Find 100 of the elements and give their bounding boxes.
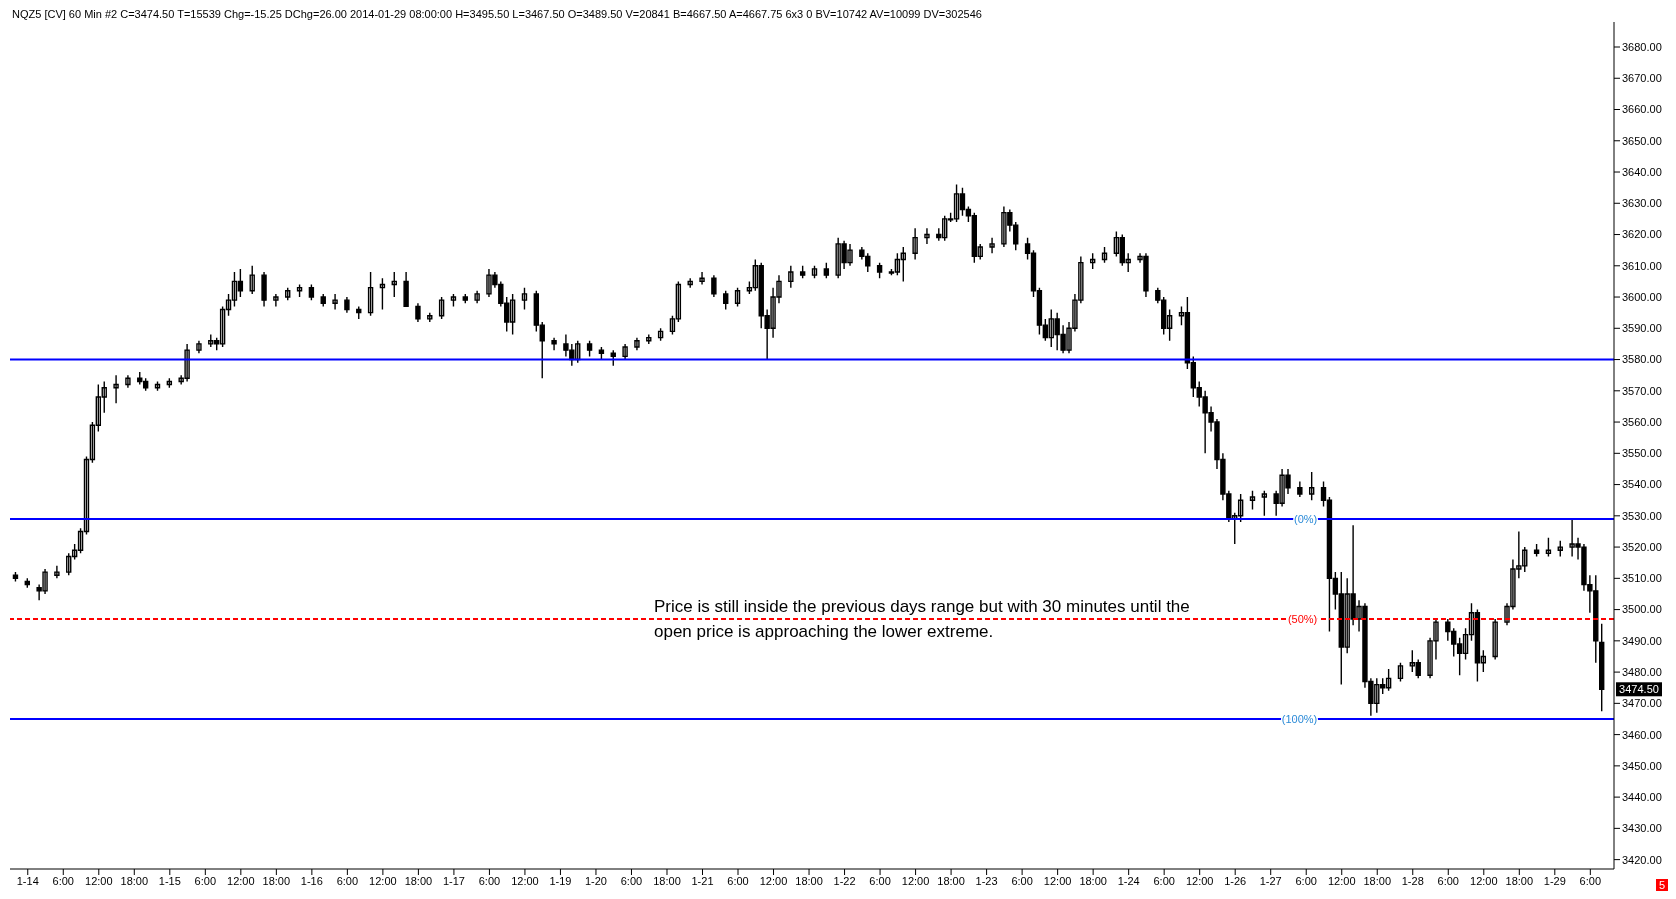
candlestick: [723, 290, 729, 311]
candlestick: [273, 293, 279, 308]
candlestick: [687, 277, 693, 289]
candlestick: [356, 305, 362, 320]
y-tick-label: 3580.00: [1622, 353, 1662, 366]
candlestick: [24, 577, 30, 589]
candlestick: [711, 274, 717, 298]
y-tick-label: 3550.00: [1622, 447, 1662, 460]
x-tick-label: 6:00: [727, 874, 749, 887]
candlestick: [1297, 480, 1303, 498]
candlestick: [113, 374, 119, 405]
candlestick: [1492, 618, 1498, 661]
candlestick: [427, 311, 433, 323]
x-tick-label: 1-24: [1117, 874, 1140, 887]
candlestick: [799, 265, 806, 279]
candlestick: [450, 293, 457, 308]
candlestick: [551, 336, 557, 351]
candlestick: [823, 261, 830, 279]
candlestick: [1089, 252, 1096, 270]
text: 3474.50: [1619, 683, 1659, 696]
candlestick: [1308, 471, 1315, 501]
y-tick-label: 3480.00: [1622, 666, 1662, 678]
candlestick: [811, 265, 818, 279]
y-tick-label: 3450.00: [1622, 759, 1662, 772]
y-tick-label: 3560.00: [1622, 415, 1662, 428]
x-tick-label: 18:00: [1363, 874, 1392, 887]
y-tick-label: 3590.00: [1622, 322, 1662, 335]
x-tick-label: 1-15: [158, 874, 181, 887]
x-tick-label: 6:00: [1437, 874, 1459, 887]
y-tick-label: 3570.00: [1622, 384, 1662, 397]
x-tick-label: 1-29: [1543, 874, 1566, 887]
x-tick-label: 6:00: [52, 874, 74, 887]
candlestick: [166, 377, 173, 389]
y-tick-label: 3610.00: [1622, 259, 1662, 272]
x-tick-label: 1-28: [1401, 874, 1424, 887]
y-tick-label: 3640.00: [1622, 165, 1662, 178]
y-tick-label: 3630.00: [1622, 197, 1662, 210]
y-tick-label: 3470.00: [1622, 697, 1662, 710]
candlestick: [296, 283, 303, 298]
x-tick-label: 12:00: [369, 874, 397, 887]
y-tick-label: 3460.00: [1622, 728, 1662, 741]
candlestick: [788, 265, 794, 289]
y-tick-label: 3500.00: [1622, 603, 1662, 616]
candlestick: [415, 302, 421, 323]
y-tick-label: 3520.00: [1622, 540, 1662, 553]
x-tick-label: 6:00: [1011, 874, 1033, 887]
candlestick: [261, 271, 267, 308]
x-tick-label: 12:00: [901, 874, 930, 887]
x-tick-label: 1-16: [300, 874, 323, 887]
x-tick-label: 6:00: [620, 874, 643, 887]
x-tick-label: 1-20: [584, 874, 607, 887]
candlestick: [54, 565, 60, 580]
candlestick: [1557, 540, 1563, 558]
y-tick-label: 3540.00: [1622, 478, 1662, 491]
x-tick-label: 6:00: [194, 874, 217, 887]
candlestick: [1249, 490, 1256, 511]
candlestick: [344, 296, 350, 314]
x-tick-label: 12:00: [759, 874, 788, 887]
y-tick-label: 3650.00: [1622, 134, 1662, 147]
y-tick-label: 3440.00: [1622, 791, 1662, 804]
chart-title: NQZ5 [CV] 60 Min #2 C=3474.50 T=15539 Chg=-15.25 DChg=26.00 2014-01-29 08:00:00 H=3495.50 L=3467.50 O=3489.50 V=20841 B=4667.50 A=4667.75 6x3 0 BV=10742 AV=10099 DV=302546: [12, 8, 982, 20]
x-tick-label: 12:00: [1327, 874, 1356, 887]
text: 5: [1655, 879, 1668, 891]
x-tick-label: 1-19: [549, 874, 572, 887]
x-tick-label: 1-17: [442, 874, 465, 887]
x-tick-label: 6:00: [869, 874, 891, 887]
y-tick-label: 3490.00: [1622, 634, 1662, 647]
x-tick-label: 12:00: [511, 874, 539, 887]
candlestick: [391, 271, 397, 298]
x-tick-label: 6:00: [1579, 874, 1602, 887]
y-tick-label: 3670.00: [1622, 72, 1662, 85]
candlestick: [598, 346, 605, 361]
x-tick-label: 6:00: [1295, 874, 1317, 887]
candlestick: [924, 227, 930, 245]
candlestick: [196, 340, 202, 354]
candlestick: [876, 261, 883, 279]
x-tick-label: 12:00: [85, 874, 113, 887]
y-tick-label: 3430.00: [1622, 822, 1662, 835]
x-tick-label: 12:00: [227, 874, 255, 887]
x-tick-label: 6:00: [1153, 874, 1175, 887]
x-tick-label: 6:00: [478, 874, 501, 887]
annotation: Price is still inside the previous days range but with 30 minutes until the open price is approaching the lower extreme.: [654, 596, 1191, 643]
candlestick: [285, 286, 291, 301]
x-tick-label: 18:00: [1505, 874, 1534, 887]
candlestick: [1261, 490, 1268, 517]
x-tick-label: 1-14: [16, 874, 39, 887]
candlestick: [474, 290, 480, 304]
x-tick-label: 1-23: [975, 874, 998, 887]
candlestick: [622, 343, 628, 361]
x-tick-label: 1-21: [691, 874, 714, 887]
y-tick-label: 3660.00: [1622, 103, 1662, 116]
x-tick-label: 18:00: [120, 874, 149, 887]
candlestick: [521, 286, 528, 311]
x-tick-label: 6:00: [336, 874, 359, 887]
candlestick: [610, 349, 616, 367]
candlestick: [989, 236, 995, 254]
candlestick: [332, 293, 338, 311]
candlestick: [403, 271, 409, 308]
y-tick-label: 3600.00: [1622, 290, 1662, 303]
x-tick-label: 1-26: [1224, 874, 1247, 887]
